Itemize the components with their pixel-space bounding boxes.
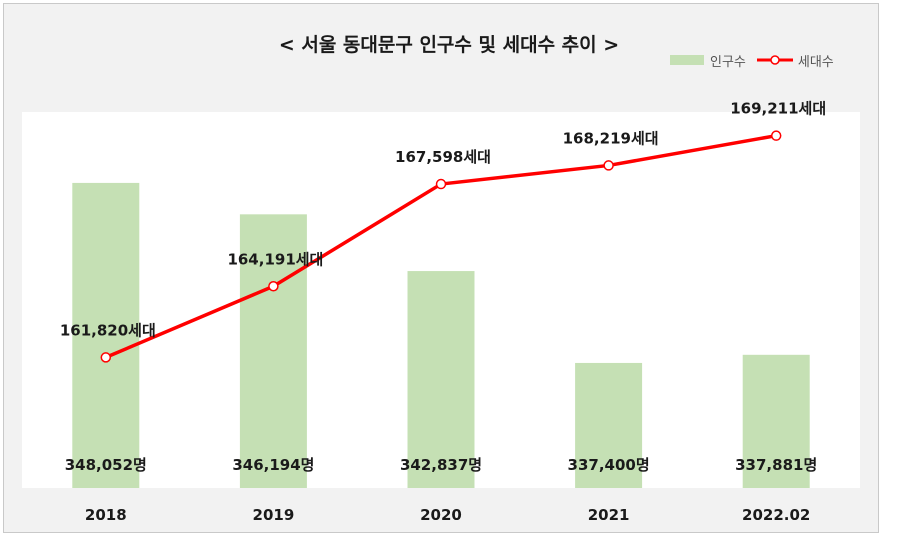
households-point [435,178,447,190]
households-line [100,130,782,363]
population-value-label: 348,052명 [65,456,147,474]
population-value-label: 346,194명 [232,456,314,474]
legend-line-swatch [756,55,793,65]
population-bar [239,214,307,488]
population-value-label: 337,400명 [568,456,650,474]
households-value-label: 167,598세대 [395,148,491,166]
x-tick-label: 2022.02 [742,506,810,524]
households-point [268,281,279,292]
households-point [770,130,782,141]
x-axis-ticks: 2018 2019 2020 2021 2022.02 [85,506,810,524]
households-value-label: 169,211세대 [730,100,826,118]
legend-item-households: 세대수 [756,51,834,70]
households-point [603,160,614,171]
chart-title: < 서울 동대문구 인구수 및 세대수 추이 > [278,34,620,56]
population-value-label: 337,881명 [735,456,817,474]
legend: 인구수 세대수 [670,51,844,70]
x-tick-label: 2020 [420,506,462,524]
x-tick-label: 2018 [85,506,127,524]
legend-item-population: 인구수 [670,51,746,70]
population-bars [72,182,810,488]
legend-bar-swatch [670,55,704,65]
households-value-label: 161,820세대 [60,321,156,339]
legend-label-households: 세대수 [797,54,834,70]
x-tick-label: 2019 [253,506,295,524]
population-bar [742,354,810,488]
households-point [100,352,112,363]
population-bar [407,271,475,488]
x-tick-label: 2021 [588,506,630,524]
population-value-label: 342,837명 [400,456,482,474]
population-labels: 348,052명 346,194명 342,837명 337,400명 337,881명 [65,456,818,474]
legend-label-population: 인구수 [710,54,746,70]
households-value-label: 164,191세대 [227,250,323,268]
households-value-label: 168,219세대 [563,129,659,147]
households-labels: 161,820세대 164,191세대 167,598세대 168,219세대 169,… [60,100,826,340]
population-bar [72,182,140,488]
population-bar [575,362,643,488]
